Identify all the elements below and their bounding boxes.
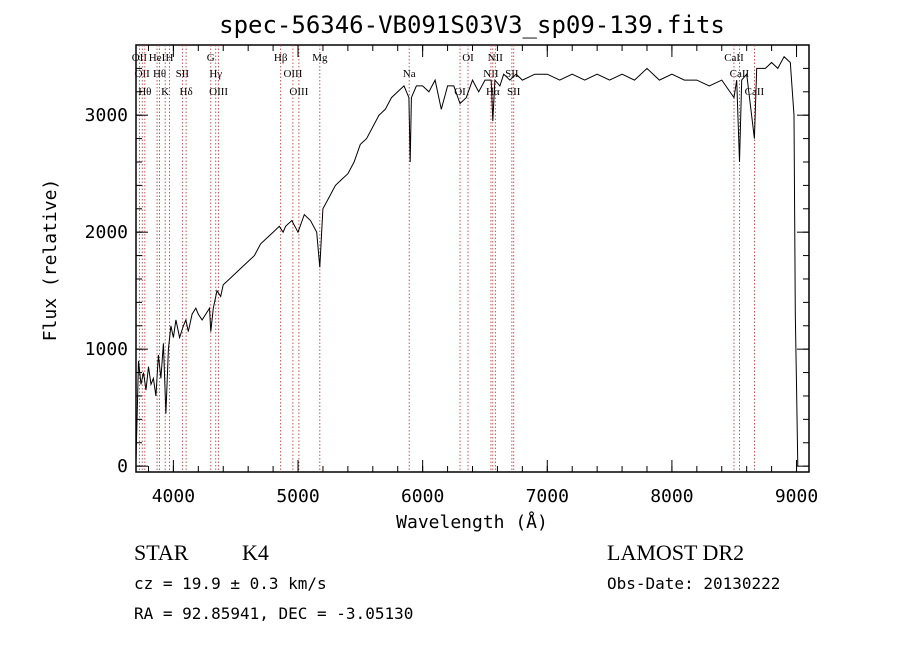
line-marks-group: OIIOIIHθHeIHθKHSIIHδGHγOIIIHβOIIIOIIIMgN… xyxy=(132,45,765,472)
x-tick-label: 8000 xyxy=(650,486,693,507)
y-axis: 0 1000 2000 3000 xyxy=(85,67,809,477)
line-mark-label: SII xyxy=(176,68,190,80)
x-tick-label: 9000 xyxy=(775,486,818,507)
survey-label: LAMOST DR2 xyxy=(607,540,744,565)
line-mark-label: Hθ xyxy=(138,86,151,98)
y-axis-label: Flux (relative) xyxy=(40,179,61,342)
plot-frame xyxy=(135,44,810,473)
y-tick-label: 0 xyxy=(117,456,128,477)
line-mark-label: Hα xyxy=(486,86,500,98)
line-mark-label: Na xyxy=(403,68,416,80)
class-label: STAR xyxy=(134,540,189,565)
line-mark-label: OI xyxy=(462,52,474,64)
line-mark-label: OII xyxy=(135,68,151,80)
line-mark-label: Hγ xyxy=(209,68,222,80)
plot-area: OIIOIIHθHeIHθKHSIIHδGHγOIIIHβOIIIOIIIMgN… xyxy=(85,44,818,507)
x-tick-label: 5000 xyxy=(276,486,319,507)
line-mark-label: K xyxy=(161,86,169,98)
y-tick-label: 1000 xyxy=(85,339,128,360)
line-mark-label: SII xyxy=(505,68,519,80)
spectrum-line xyxy=(135,55,799,467)
line-mark-label: H xyxy=(166,52,174,64)
line-mark-label: CaII xyxy=(724,52,744,64)
x-tick-label: 6000 xyxy=(401,486,444,507)
x-axis-label: Wavelength (Å) xyxy=(396,511,548,533)
line-mark-label: Hθ xyxy=(153,68,166,80)
line-mark-label: OI xyxy=(454,86,466,98)
obs-date-label: Obs-Date: 20130222 xyxy=(607,574,780,593)
x-tick-label: 7000 xyxy=(526,486,569,507)
cz-label: cz = 19.9 ± 0.3 km/s xyxy=(134,574,327,593)
line-mark-label: HeI xyxy=(149,52,166,64)
line-mark-label: OIII xyxy=(283,68,302,80)
line-mark-label: OIII xyxy=(289,86,308,98)
x-axis: 4000 5000 6000 7000 8000 9000 xyxy=(147,45,818,507)
chart-title: spec-56346-VB091S03V3_sp09-139.fits xyxy=(219,11,725,39)
line-mark-label: NII xyxy=(483,68,499,80)
line-mark-label: Hδ xyxy=(180,86,193,98)
line-mark-label: OIII xyxy=(209,86,228,98)
line-mark-label: SII xyxy=(507,86,521,98)
subclass-label: K4 xyxy=(242,540,269,565)
line-mark-label: OII xyxy=(132,52,148,64)
y-tick-label: 3000 xyxy=(85,105,128,126)
coords-label: RA = 92.85941, DEC = -3.05130 xyxy=(134,604,413,623)
line-mark-label: NII xyxy=(488,52,504,64)
y-tick-label: 2000 xyxy=(85,222,128,243)
line-mark-label: Mg xyxy=(312,52,328,64)
line-mark-label: CaII xyxy=(745,86,765,98)
line-mark-label: G xyxy=(207,52,215,64)
x-tick-label: 4000 xyxy=(152,486,195,507)
line-mark-label: Hβ xyxy=(274,52,288,64)
